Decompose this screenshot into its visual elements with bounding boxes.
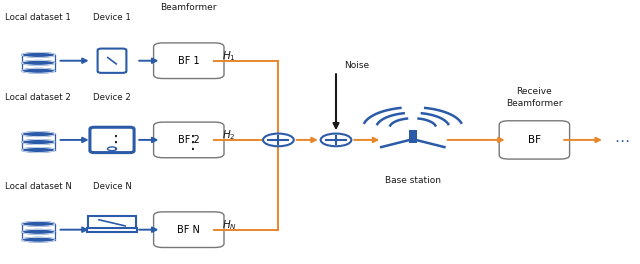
- Bar: [409, 130, 417, 143]
- Ellipse shape: [22, 132, 55, 136]
- Text: BF: BF: [528, 135, 541, 145]
- Circle shape: [263, 134, 294, 146]
- Text: $\vdots$: $\vdots$: [106, 133, 118, 152]
- Ellipse shape: [22, 221, 55, 226]
- Text: Device N: Device N: [93, 182, 131, 191]
- Text: $H_1$: $H_1$: [222, 49, 236, 63]
- Text: Base station: Base station: [385, 176, 441, 185]
- Text: BF N: BF N: [177, 225, 200, 235]
- Ellipse shape: [22, 229, 55, 234]
- Ellipse shape: [22, 148, 55, 152]
- FancyBboxPatch shape: [88, 216, 136, 229]
- Text: Noise: Noise: [344, 61, 369, 70]
- Text: Local dataset 1: Local dataset 1: [6, 13, 71, 22]
- Ellipse shape: [22, 53, 55, 57]
- Text: Device 1: Device 1: [93, 13, 131, 22]
- FancyBboxPatch shape: [154, 122, 224, 158]
- Circle shape: [321, 134, 351, 146]
- Text: Device 2: Device 2: [93, 93, 131, 102]
- FancyBboxPatch shape: [154, 43, 224, 79]
- Ellipse shape: [22, 140, 55, 144]
- FancyBboxPatch shape: [86, 228, 137, 232]
- Text: Local dataset N: Local dataset N: [5, 182, 72, 191]
- Text: $\vdots$: $\vdots$: [183, 133, 195, 152]
- Ellipse shape: [22, 237, 55, 242]
- Text: $\cdots$: $\cdots$: [614, 133, 630, 147]
- Text: Transmit
Beamformer: Transmit Beamformer: [161, 0, 217, 12]
- Ellipse shape: [22, 60, 55, 65]
- Text: $H_2$: $H_2$: [222, 128, 236, 142]
- FancyBboxPatch shape: [90, 127, 134, 153]
- Ellipse shape: [22, 68, 55, 73]
- Text: $H_N$: $H_N$: [222, 218, 237, 232]
- FancyBboxPatch shape: [499, 121, 570, 159]
- FancyBboxPatch shape: [97, 49, 126, 73]
- Text: BF 2: BF 2: [178, 135, 200, 145]
- Text: BF 1: BF 1: [178, 56, 200, 66]
- Text: Local dataset 2: Local dataset 2: [6, 93, 71, 102]
- Text: Receive
Beamformer: Receive Beamformer: [506, 87, 563, 108]
- FancyBboxPatch shape: [154, 212, 224, 248]
